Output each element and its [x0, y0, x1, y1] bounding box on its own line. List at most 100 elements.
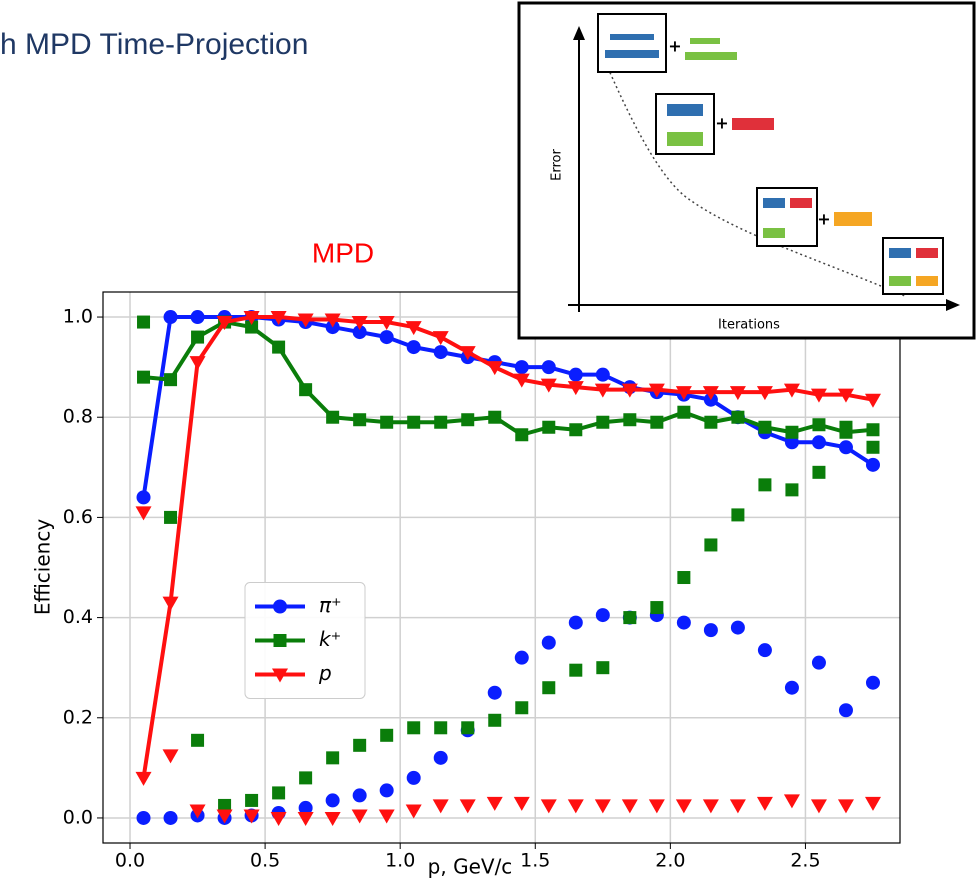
legend-label: k⁺ [319, 627, 341, 651]
marker [810, 388, 827, 403]
marker [324, 811, 341, 826]
marker [270, 811, 287, 826]
marker [758, 478, 772, 492]
marker [407, 415, 421, 429]
marker [757, 643, 772, 658]
marker [379, 783, 394, 798]
marker [434, 721, 448, 735]
marker [162, 749, 179, 764]
marker [379, 330, 394, 345]
marker [837, 388, 854, 403]
y-tick-label: 0.8 [63, 406, 93, 428]
tree-icon [834, 212, 872, 226]
marker [569, 663, 583, 677]
tree-icon [605, 50, 659, 58]
marker [568, 367, 583, 382]
marker [245, 320, 259, 334]
legend-label: π⁺ [319, 593, 342, 617]
marker [515, 428, 529, 442]
legend-marker [272, 668, 288, 683]
inset-arrow [573, 26, 585, 40]
marker [351, 809, 368, 824]
tree-icon [889, 248, 911, 258]
marker [650, 601, 664, 615]
tree-icon [685, 52, 737, 60]
tree-icon [916, 276, 938, 286]
x-tick-label: 0.0 [115, 850, 145, 872]
inset-box: + + + [597, 13, 944, 295]
marker [191, 330, 205, 344]
marker [433, 750, 448, 765]
marker [596, 661, 610, 675]
marker [865, 675, 880, 690]
marker [811, 435, 826, 450]
marker [866, 423, 880, 437]
marker [541, 635, 556, 650]
legend-label: p [318, 661, 332, 685]
marker [650, 415, 664, 429]
marker [758, 420, 772, 434]
x-tick-label: 2.0 [655, 850, 685, 872]
marker [216, 316, 233, 331]
marker [299, 771, 313, 785]
plot: 0.0 0.5 1.0 1.5 2.0 2.5 0.0 0.2 0.4 0.6 0.8 1.0 π⁺ k⁺… [63, 291, 901, 872]
series-line [143, 320, 874, 437]
marker [623, 413, 637, 427]
marker [864, 393, 881, 408]
marker [783, 383, 800, 398]
y-tick-label: 0.6 [63, 506, 93, 528]
marker [783, 794, 800, 809]
marker [189, 804, 206, 819]
marker [326, 410, 340, 424]
tree-icon [667, 132, 703, 146]
marker [216, 809, 233, 824]
marker [488, 410, 502, 424]
marker [164, 373, 178, 387]
marker [353, 413, 367, 427]
marker [594, 383, 611, 398]
tree-icon [763, 228, 785, 238]
marker [567, 799, 584, 814]
marker [837, 799, 854, 814]
marker [299, 383, 313, 397]
marker [648, 799, 665, 814]
marker [731, 508, 745, 522]
marker [459, 799, 476, 814]
inset-x-label: Iterations [718, 318, 780, 333]
marker [407, 721, 421, 735]
y-axis-label: Efficiency [31, 519, 55, 616]
marker [621, 799, 638, 814]
marker [838, 703, 853, 718]
tree-icon [763, 198, 785, 208]
marker [135, 506, 152, 521]
marker [704, 538, 718, 552]
marker [675, 386, 692, 401]
marker [784, 435, 799, 450]
marker [864, 796, 881, 811]
marker [163, 810, 178, 825]
marker [488, 713, 502, 727]
marker [677, 571, 691, 585]
legend-marker [273, 634, 287, 647]
marker [325, 793, 340, 808]
marker [405, 804, 422, 819]
marker [785, 483, 799, 497]
x-axis-label: p, GeV/c [428, 855, 513, 879]
marker [675, 799, 692, 814]
marker [163, 310, 178, 325]
legend-marker [273, 599, 287, 614]
marker [459, 346, 476, 361]
marker [406, 770, 421, 785]
marker [434, 415, 448, 429]
marker [595, 367, 610, 382]
marker [380, 728, 394, 742]
marker [621, 383, 638, 398]
series-line [141, 315, 874, 779]
marker [486, 796, 503, 811]
inset-curve [597, 44, 906, 297]
marker [514, 360, 529, 375]
marker [378, 809, 395, 824]
inset-y-label: Error [550, 149, 565, 181]
marker [351, 316, 368, 331]
marker [731, 410, 745, 424]
